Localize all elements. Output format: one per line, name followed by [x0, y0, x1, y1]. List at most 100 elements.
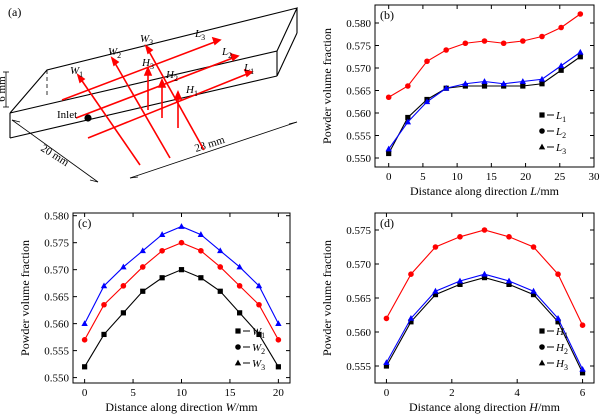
data-point — [140, 288, 146, 294]
y-tick-label: 0.580 — [346, 18, 371, 30]
dim-height-label: 6 mm — [0, 76, 8, 102]
data-point — [275, 337, 282, 343]
y-axis-label: Powder volume fraction — [18, 240, 32, 356]
data-point — [481, 270, 488, 277]
data-point — [423, 98, 431, 105]
data-point — [554, 315, 562, 321]
line-label-w2: W2 — [108, 46, 121, 60]
data-point — [386, 150, 392, 157]
y-tick-label: 0.555 — [44, 346, 69, 358]
y-tick-label: 0.560 — [346, 108, 371, 120]
data-point — [558, 67, 564, 73]
legend-label: W2 — [252, 342, 265, 356]
data-point — [198, 247, 204, 254]
data-point — [139, 264, 146, 270]
data-point — [558, 24, 564, 31]
data-point — [579, 370, 586, 376]
data-point — [424, 58, 430, 65]
data-point — [275, 320, 282, 327]
data-point — [442, 84, 450, 91]
y-axis-label: Powder volume fraction — [320, 240, 334, 356]
legend-label: H1 — [555, 326, 568, 340]
x-tick-label: 20 — [520, 171, 532, 183]
legend-entry: L2 — [539, 126, 566, 140]
data-point — [481, 227, 488, 233]
data-point — [81, 337, 88, 343]
series-line — [84, 269, 279, 368]
data-point — [197, 231, 205, 237]
series-line — [385, 273, 584, 370]
schematic-panel: (a) 6 mm 20 mm 28 mm — [0, 5, 298, 183]
data-point — [139, 247, 146, 254]
legend-entry: H1 — [539, 326, 568, 340]
legend-entry: H2 — [539, 342, 568, 356]
series-l2 — [385, 11, 584, 101]
data-point — [120, 263, 127, 270]
legend-label: H2 — [555, 342, 568, 356]
x-tick-label: 0 — [384, 387, 390, 399]
data-point — [432, 287, 439, 294]
data-point — [577, 48, 584, 55]
y-tick-label: 0.575 — [44, 238, 69, 250]
dim-length-label: 28 mm — [193, 134, 226, 155]
series-w2 — [81, 239, 282, 343]
data-point — [530, 244, 537, 250]
x-tick-label: 20 — [273, 387, 285, 399]
series-line — [388, 51, 581, 150]
series-line — [84, 242, 279, 341]
x-tick-label: 2 — [449, 387, 455, 399]
series-l1 — [386, 54, 583, 157]
data-point — [462, 40, 469, 47]
inlet-marker — [84, 114, 92, 122]
legend-entry: W2 — [235, 342, 265, 356]
data-point — [275, 364, 281, 370]
x-tick-label: 10 — [176, 387, 188, 399]
data-point — [217, 288, 223, 294]
legend-marker — [539, 328, 545, 334]
legend-marker — [234, 359, 242, 366]
x-tick-label: 10 — [452, 171, 464, 183]
y-tick-label: 0.580 — [44, 211, 69, 223]
data-point — [178, 267, 185, 273]
data-point — [506, 281, 512, 287]
y-tick-label: 0.570 — [346, 63, 371, 75]
x-tick-label: 15 — [486, 171, 498, 183]
data-point — [481, 83, 488, 89]
data-point — [178, 223, 185, 229]
legend-marker — [538, 359, 546, 366]
chart-panel-d: 0 2 4 6 0.555 0.560 0.565 0.570 0.575 (d) Distance… — [320, 212, 595, 414]
legend-marker — [539, 344, 545, 350]
series-h2 — [383, 227, 586, 329]
data-point — [481, 275, 488, 281]
legend-label: L2 — [555, 126, 566, 140]
y-tick-label: 0.570 — [346, 259, 371, 271]
data-point — [256, 301, 262, 308]
panel-label: (b) — [380, 8, 394, 22]
legend-label: H3 — [555, 358, 568, 372]
data-point — [456, 277, 464, 284]
box-outline — [9, 7, 298, 139]
data-point — [500, 80, 507, 87]
legend-entry: L3 — [538, 142, 566, 156]
data-point — [407, 315, 415, 321]
y-axis-label: Powder volume fraction — [320, 28, 334, 144]
data-point — [159, 275, 165, 281]
y-tick-label: 0.550 — [44, 373, 69, 385]
data-point — [101, 301, 107, 308]
data-point — [530, 287, 537, 294]
legend-label: L1 — [555, 110, 566, 124]
data-point — [557, 62, 565, 69]
data-point — [237, 310, 243, 316]
y-tick-label: 0.565 — [44, 292, 69, 304]
data-point — [481, 78, 488, 84]
line-label-l3: L3 — [194, 28, 205, 42]
y-tick-label: 0.565 — [346, 293, 371, 305]
x-tick-label: 6 — [580, 387, 586, 399]
data-point — [457, 281, 463, 287]
panel-label: (c) — [78, 216, 91, 230]
line-label-h3: H3 — [141, 57, 154, 71]
legend-entry: H3 — [538, 358, 568, 372]
data-point — [101, 331, 107, 338]
y-tick-label: 0.575 — [346, 225, 371, 237]
